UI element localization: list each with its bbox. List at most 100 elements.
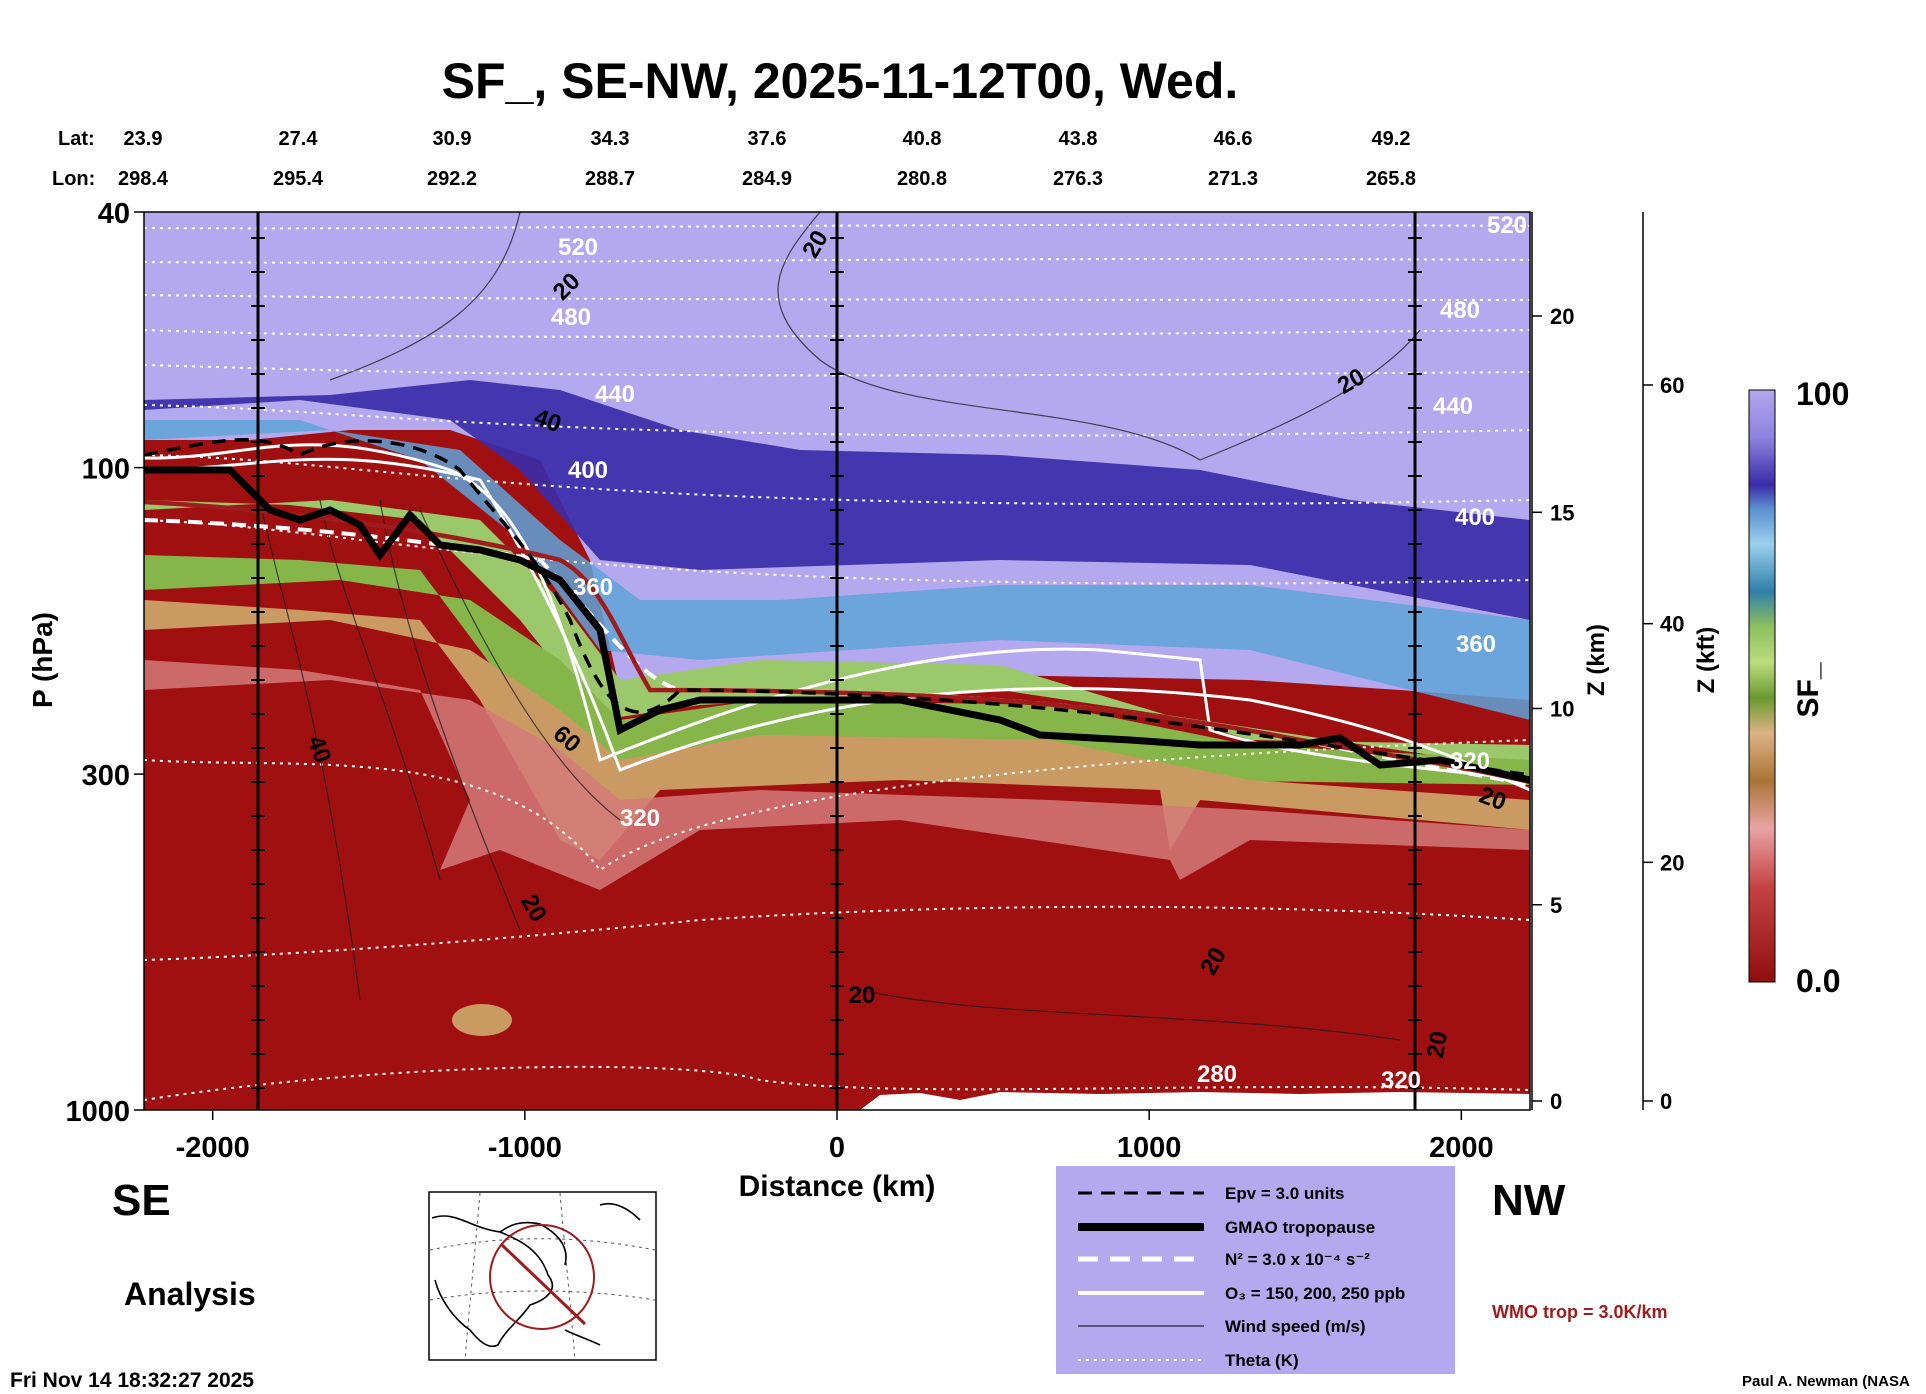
x-tick-label: -2000 [176,1132,250,1164]
lat-value: 27.4 [279,128,319,150]
x-tick-label: 0 [829,1132,845,1164]
ozone-contours [144,443,1530,792]
credit: Paul A. Newman (NASA [1742,1373,1910,1390]
wind-label: 20 [849,982,876,1009]
epv-contour [144,438,1530,777]
y-axis-pressure: 40 100 300 1000 [65,198,144,1128]
colorbar-max-label: 100 [1796,376,1849,412]
legend-label: Theta (K) [1225,1351,1299,1370]
theta-label: 400 [568,457,608,484]
x-axis-label: Distance (km) [739,1170,936,1203]
wind-speed-contours [259,212,1421,1041]
theta-label: 280 [1197,1061,1237,1088]
theta-label: 440 [595,381,635,408]
z-kft-axis: 60 40 20 0 [1642,212,1684,1114]
legend-label: N² = 3.0 x 10⁻⁴ s⁻² [1225,1250,1370,1269]
theta-label: 440 [1433,393,1473,420]
se-direction: SE [112,1176,171,1225]
z-km-tick-label: 15 [1550,500,1574,525]
lat-value: 23.9 [124,128,163,150]
inset-section-line [500,1243,587,1326]
theta-label: 480 [1440,297,1480,324]
z-kft-tick-label: 0 [1660,1089,1672,1114]
lon-value: 265.8 [1366,168,1416,190]
p-tick-label: 100 [82,454,130,486]
z-kft-tick-label: 20 [1660,850,1684,875]
theta-label: 520 [558,234,598,261]
z-kft-label: Z (kft) [1693,627,1720,694]
lon-label: Lon: [52,168,95,190]
colorbar-min-label: 0.0 [1796,963,1840,999]
z-km-label: Z (km) [1583,624,1610,696]
z-kft-tick-label: 40 [1660,612,1684,637]
theta-label: 320 [1381,1067,1421,1094]
z-km-tick-label: 0 [1550,1089,1562,1114]
x-tick-label: -1000 [488,1132,562,1164]
plot-area [144,212,1530,1110]
p-tick-label: 40 [98,198,130,230]
lat-value: 30.9 [433,128,472,150]
vertical-reference-lines [256,212,1417,1110]
timestamp: Fri Nov 14 18:32:27 2025 [10,1369,254,1392]
legend-label: Epv = 3.0 units [1225,1184,1345,1203]
theta-contours [144,223,1530,1101]
theta-label: 360 [1456,631,1496,658]
z-km-tick-label: 5 [1550,893,1562,918]
lat-label: Lat: [58,128,95,150]
legend-label: Wind speed (m/s) [1225,1317,1366,1336]
lat-value: 40.8 [903,128,942,150]
theta-label: 320 [1450,748,1490,775]
lon-value: 298.4 [118,168,169,190]
lat-value: 34.3 [591,128,630,150]
z-km-tick-label: 20 [1550,304,1574,329]
legend-label: GMAO tropopause [1225,1218,1375,1237]
lon-value: 288.7 [585,168,635,190]
pink-transition [144,660,1530,890]
lat-lon-header: 23.9 298.4 27.4 295.4 30.9 292.2 34.3 288.7 37.6… [118,128,1416,190]
p-tick-label: 1000 [65,1096,130,1128]
x-tick-label: 2000 [1429,1132,1494,1164]
z-kft-tick-label: 60 [1660,373,1684,398]
colorbar-title: SF_ [1792,662,1825,717]
gmao-tropopause [144,466,1530,784]
lon-value: 271.3 [1208,168,1258,190]
x-tick-label: 1000 [1117,1132,1182,1164]
tan-blob [452,1004,512,1036]
surface-white-strip [860,1092,1530,1110]
legend: Epv = 3.0 units GMAO tropopause N² = 3.0 x… [1056,1166,1455,1374]
chart-title: SF_, SE-NW, 2025-11-12T00, Wed. [442,53,1239,109]
colorbar [1748,389,1776,983]
theta-label: 480 [551,304,591,331]
tan-band [144,600,1530,860]
z-km-axis: 20 15 10 5 0 [1531,212,1574,1114]
theta-label: 520 [1487,212,1527,239]
theta-label: 360 [573,574,613,601]
legend-label: O₃ = 150, 200, 250 ppb [1225,1284,1405,1303]
analysis-label: Analysis [124,1276,256,1312]
p-tick-label: 300 [82,760,130,792]
theta-label: 320 [620,805,660,832]
contour-labels: 520 480 440 400 360 320 280 520 480 440 400 360 320 3… [302,212,1527,1094]
lat-value: 43.8 [1059,128,1098,150]
lat-value: 46.6 [1214,128,1253,150]
inset-map [428,1191,657,1361]
inset-range-circle [489,1224,595,1330]
legend-box [1056,1166,1455,1374]
lon-value: 276.3 [1053,168,1103,190]
green-band [144,500,1530,770]
lon-value: 295.4 [273,168,324,190]
lon-value: 280.8 [897,168,947,190]
vertical-line-ticks [251,237,1422,1089]
x-axis: -2000 -1000 0 1000 2000 [176,1110,1494,1164]
wmo-label: WMO trop = 3.0K/km [1492,1302,1668,1322]
wind-label: 20 [1422,1029,1453,1060]
lon-value: 284.9 [742,168,792,190]
lat-value: 37.6 [748,128,787,150]
lat-value: 49.2 [1372,128,1411,150]
z-km-tick-label: 10 [1550,697,1574,722]
theta-label: 400 [1455,504,1495,531]
nw-direction: NW [1492,1176,1566,1225]
lon-value: 292.2 [427,168,477,190]
y-axis-label: P (hPa) [27,612,58,708]
